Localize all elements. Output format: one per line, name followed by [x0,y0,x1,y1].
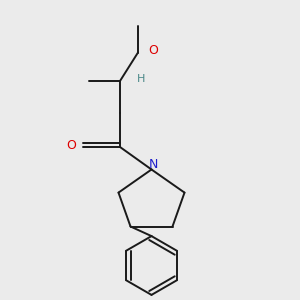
Text: O: O [148,44,158,58]
Text: O: O [66,139,76,152]
Text: H: H [136,74,145,84]
Text: N: N [148,158,158,171]
